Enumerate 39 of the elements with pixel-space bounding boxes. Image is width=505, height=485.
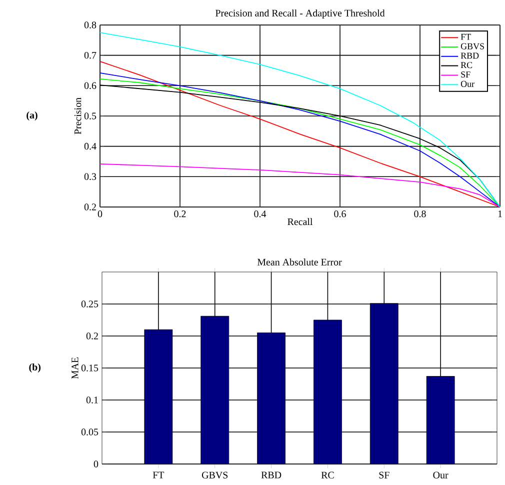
- y-tick-label: 0.5: [84, 112, 96, 120]
- y-axis-title: Precision: [74, 98, 82, 134]
- legend-label: FT: [460, 34, 471, 40]
- x-tick-label: GBVS: [202, 472, 228, 479]
- x-tick-label: 0.2: [174, 210, 186, 218]
- text: (a): [26, 111, 38, 121]
- line-series: [100, 32, 500, 208]
- legend-label: Our: [460, 80, 474, 87]
- y-tick-label: 0.6: [84, 82, 96, 90]
- x-tick-label: 0.6: [334, 210, 346, 218]
- y-tick-label: 0.2: [84, 204, 96, 210]
- x-axis-title: Recall: [288, 218, 313, 226]
- y-tick-label: 0: [94, 460, 98, 468]
- legend-label: GBVS: [460, 43, 484, 50]
- y-axis-title: MAE: [72, 357, 78, 379]
- line-series: [100, 163, 500, 208]
- x-tick-label: RC: [321, 472, 334, 478]
- y-tick-label: 0.15: [81, 364, 98, 372]
- y-tick-label: 0.7: [84, 52, 96, 59]
- x-tick-label: SF: [379, 472, 390, 478]
- y-tick-label: 0.8: [84, 22, 96, 28]
- x-tick-label: 1: [498, 210, 502, 218]
- text: (b): [29, 363, 41, 373]
- y-tick-label: 0.1: [86, 396, 98, 404]
- chart-title: Mean Absolute Error: [257, 258, 342, 266]
- x-tick-label: Our: [433, 472, 448, 478]
- y-tick-label: 0.25: [81, 300, 98, 308]
- x-tick-label: 0.4: [254, 210, 266, 218]
- y-tick-label: 0.3: [84, 173, 96, 180]
- y-tick-label: 0.2: [86, 332, 98, 340]
- chart-title: Precision and Recall - Adaptive Threshold: [215, 9, 385, 18]
- y-tick-label: 0.4: [84, 142, 96, 150]
- x-tick-label: 0.8: [414, 210, 426, 218]
- x-tick-label: FT: [152, 472, 164, 478]
- x-tick-label: RBD: [261, 472, 282, 478]
- legend-label: SF: [461, 72, 470, 78]
- y-tick-label: 0.05: [81, 428, 98, 436]
- legend-label: RBD: [460, 52, 479, 59]
- legend-label: RC: [460, 62, 472, 68]
